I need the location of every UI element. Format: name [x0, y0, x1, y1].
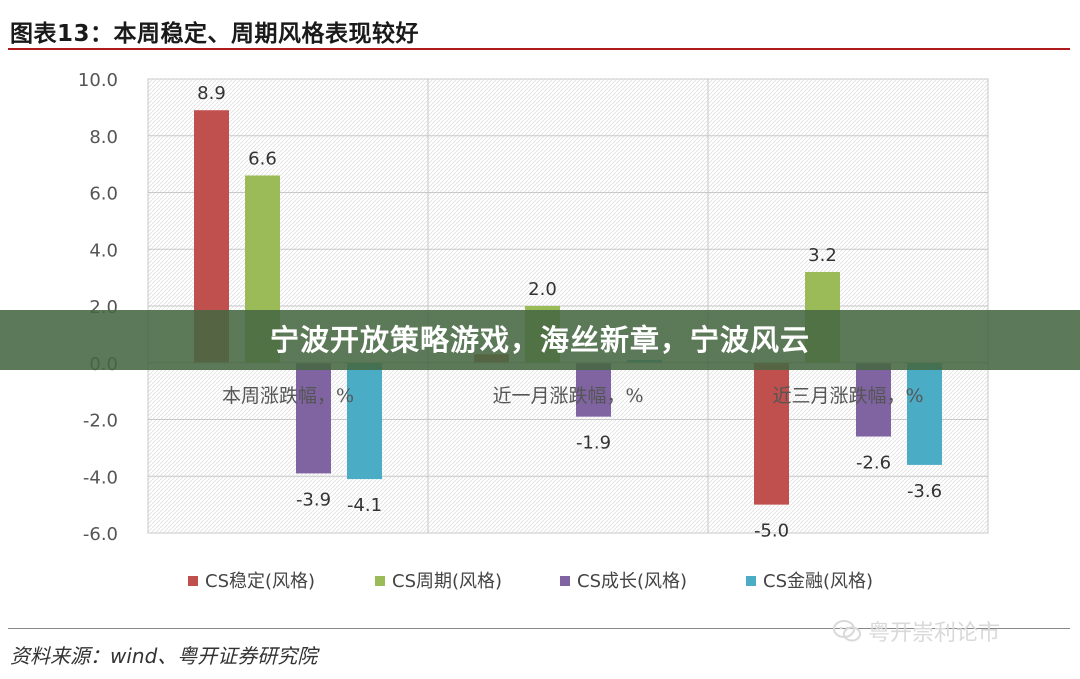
title-divider: [8, 48, 1070, 50]
watermark-text: 粤开崇利论市: [868, 621, 1001, 646]
data-label: -4.1: [347, 495, 382, 516]
wechat-icon: [833, 620, 861, 642]
bar: [907, 362, 942, 465]
legend-label: CS稳定(风格): [205, 571, 315, 592]
y-tick-label: 8.0: [89, 127, 118, 148]
legend-swatch: [746, 576, 756, 586]
footer-divider: [8, 628, 1070, 629]
bar: [856, 362, 891, 437]
banner-text: 宁波开放策略游戏，海丝新章，宁波风云: [269, 323, 810, 357]
x-category-label: 近三月涨跌幅，%: [772, 385, 923, 407]
legend-label: CS周期(风格): [392, 571, 502, 592]
data-label: -3.6: [907, 481, 942, 502]
data-label: 3.2: [808, 245, 837, 266]
y-tick-label: 10.0: [78, 70, 118, 91]
data-label: 2.0: [528, 279, 557, 300]
y-tick-label: 6.0: [89, 184, 118, 205]
data-label: -2.6: [856, 453, 891, 474]
y-tick-label: -4.0: [83, 467, 118, 488]
legend-swatch: [560, 576, 570, 586]
legend-label: CS成长(风格): [577, 571, 687, 592]
bar: [576, 362, 611, 417]
data-label: 6.6: [248, 148, 277, 169]
data-label: 8.9: [197, 83, 226, 104]
data-label: -3.9: [296, 489, 331, 510]
legend-swatch: [188, 576, 198, 586]
x-category-label: 本周涨跌幅，%: [222, 385, 354, 407]
bar: [347, 362, 382, 480]
chart-title: 图表13：本周稳定、周期风格表现较好: [10, 21, 420, 47]
bar: [296, 362, 331, 474]
watermark: 粤开崇利论市: [832, 618, 1001, 646]
x-category-label: 近一月涨跌幅，%: [492, 385, 643, 407]
bar: [754, 362, 789, 505]
y-tick-label: -6.0: [83, 524, 118, 545]
source-note: 资料来源：wind、粤开证券研究院: [10, 644, 318, 668]
y-tick-label: 4.0: [89, 240, 118, 261]
legend-swatch: [375, 576, 385, 586]
legend-label: CS金融(风格): [763, 571, 873, 592]
data-label: -5.0: [754, 521, 789, 542]
overlay-banner: 宁波开放策略游戏，海丝新章，宁波风云: [0, 310, 1080, 370]
data-label: -1.9: [576, 433, 611, 454]
y-tick-label: -2.0: [83, 411, 118, 432]
